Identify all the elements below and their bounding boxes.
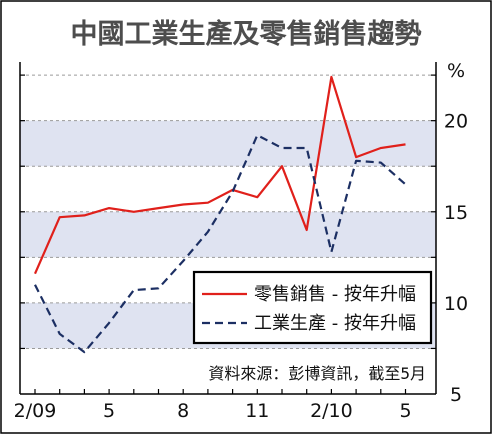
grid-band	[20, 211, 436, 258]
y-tick-label: 10	[444, 293, 468, 315]
series-line-industrial-production	[34, 134, 407, 354]
x-tick-label: 5	[399, 400, 411, 422]
x-tick-labels: 2/09 5 8 11 2/10 5	[14, 400, 412, 422]
legend-label-industrial: 工業生產 - 按年升幅	[254, 313, 416, 334]
x-tick-label: 11	[245, 400, 269, 422]
series-line-retail-sales	[33, 75, 406, 275]
x-tick-label: 8	[177, 400, 189, 422]
y-unit-label: %	[447, 60, 465, 82]
y-tick-labels: 20 15 10 5	[444, 111, 468, 406]
chart-title: 中國工業生產及零售銷售趨勢	[71, 18, 422, 50]
source-note: 資料來源：彭博資訊，截至5月	[208, 364, 426, 383]
series-lines	[33, 75, 407, 354]
x-tick-label: 5	[103, 400, 115, 422]
grid-band	[20, 120, 436, 167]
y-tick-label: 5	[450, 384, 462, 406]
y-tick-label: 20	[444, 111, 468, 133]
legend-label-retail: 零售銷售 - 按年升幅	[254, 284, 416, 305]
legend: 零售銷售 - 按年升幅 工業生產 - 按年升幅	[192, 270, 433, 345]
axes	[19, 62, 437, 395]
x-tick-label: 2/09	[14, 400, 57, 422]
x-tick-label: 2/10	[310, 400, 353, 422]
legend-box	[192, 270, 433, 345]
y-tick-label: 15	[444, 202, 468, 224]
